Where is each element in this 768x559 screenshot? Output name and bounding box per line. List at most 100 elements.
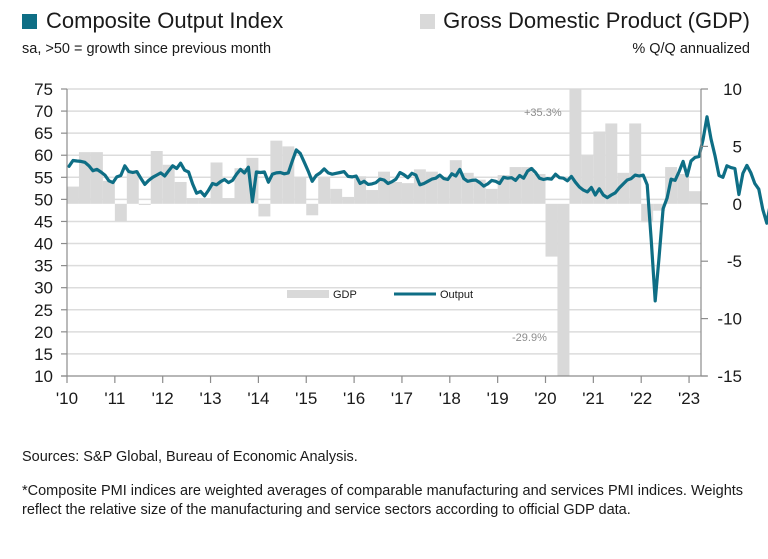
output-line-group bbox=[67, 115, 768, 303]
chart: 75706560555045403530252015101050-5-10-15… bbox=[34, 80, 768, 408]
right-tick-label: 10 bbox=[723, 80, 742, 99]
right-tick-label: -15 bbox=[717, 367, 742, 386]
footnote-text: *Composite PMI indices are weighted aver… bbox=[22, 483, 744, 518]
gdp-bar bbox=[449, 160, 462, 204]
legend-gdp-label: GDP bbox=[333, 289, 357, 301]
gdp-bar bbox=[67, 186, 79, 204]
left-tick-label: 25 bbox=[34, 301, 53, 320]
gdp-bar bbox=[461, 172, 474, 204]
sources-text: Sources: S&P Global, Bureau of Economic … bbox=[22, 449, 358, 465]
gdp-bar bbox=[318, 177, 331, 204]
left-tick-label: 75 bbox=[34, 80, 53, 99]
gdp-bar bbox=[545, 203, 558, 257]
left-tick-label: 55 bbox=[34, 168, 53, 187]
gdp-bar bbox=[581, 155, 594, 204]
gdp-bar bbox=[78, 152, 91, 204]
gdp-bar bbox=[653, 203, 666, 211]
x-tick-label: '11 bbox=[104, 389, 125, 408]
gdp-bar bbox=[306, 203, 319, 216]
gdp-bar bbox=[509, 167, 522, 204]
x-tick-label: '21 bbox=[582, 389, 604, 408]
gdp-bar bbox=[473, 179, 486, 204]
gdp-bar bbox=[485, 188, 498, 204]
left-tick-label: 45 bbox=[34, 212, 53, 231]
x-tick-label: '20 bbox=[534, 389, 556, 408]
left-tick-label: 35 bbox=[34, 257, 53, 276]
x-tick-label: '12 bbox=[152, 389, 174, 408]
gdp-bar bbox=[497, 175, 510, 204]
x-tick-label: '22 bbox=[630, 389, 652, 408]
x-tick-label: '10 bbox=[56, 389, 78, 408]
gdp-bar bbox=[569, 89, 582, 204]
gdp-bar bbox=[605, 123, 618, 204]
gdp-bar bbox=[366, 190, 379, 204]
x-tick-label: '17 bbox=[391, 389, 413, 408]
left-tick-label: 60 bbox=[34, 146, 53, 165]
gdp-bar bbox=[389, 181, 402, 204]
x-tick-label: '18 bbox=[439, 389, 461, 408]
gdp-bar bbox=[342, 196, 355, 204]
legend: GDP Output bbox=[287, 289, 473, 301]
x-tick-label: '13 bbox=[199, 389, 221, 408]
gdp-bar bbox=[533, 173, 546, 204]
gdp-bar bbox=[114, 203, 127, 222]
left-tick-label: 40 bbox=[34, 235, 53, 254]
gdp-bar bbox=[234, 168, 247, 204]
left-tick-label: 30 bbox=[34, 279, 53, 298]
left-tick-label: 20 bbox=[34, 323, 53, 342]
gdp-bar bbox=[294, 177, 307, 204]
gdp-bar bbox=[437, 177, 450, 204]
gdp-bar bbox=[222, 198, 235, 204]
gdp-bar bbox=[378, 171, 390, 204]
right-tick-label: 5 bbox=[733, 137, 742, 156]
gdp-bar bbox=[186, 198, 199, 204]
gdp-bar bbox=[162, 164, 175, 204]
gdp-bar bbox=[413, 169, 426, 204]
annotations: +35.3% -29.9% bbox=[512, 107, 562, 344]
tick-labels: 75706560555045403530252015101050-5-10-15… bbox=[34, 80, 742, 408]
gdp-bar bbox=[198, 198, 211, 204]
left-tick-label: 10 bbox=[34, 367, 53, 386]
x-tick-label: '23 bbox=[678, 389, 700, 408]
left-tick-label: 50 bbox=[34, 190, 53, 209]
gdp-bar bbox=[521, 167, 534, 204]
x-tick-label: '15 bbox=[295, 389, 317, 408]
gdp-bar bbox=[282, 146, 295, 204]
left-title-text: Composite Output Index bbox=[46, 8, 284, 33]
right-tick-label: -5 bbox=[727, 252, 742, 271]
axes bbox=[61, 88, 708, 383]
left-subtitle: sa, >50 = growth since previous month bbox=[22, 41, 272, 57]
left-tick-label: 15 bbox=[34, 345, 53, 364]
gdp-bar bbox=[258, 203, 271, 217]
gdp-bar bbox=[354, 176, 367, 204]
annotation-gdp-high: +35.3% bbox=[524, 107, 562, 119]
output-legend-swatch bbox=[22, 13, 37, 29]
gdp-bar bbox=[557, 203, 570, 376]
legend-gdp-swatch bbox=[287, 290, 329, 298]
right-tick-label: 0 bbox=[733, 195, 742, 214]
gdp-bar bbox=[150, 150, 163, 204]
right-title-text: Gross Domestic Product (GDP) bbox=[443, 8, 750, 33]
gdp-legend-swatch bbox=[420, 13, 436, 29]
gdp-bar bbox=[126, 170, 139, 204]
gdp-bar bbox=[641, 203, 654, 223]
gdp-bar bbox=[617, 172, 630, 204]
gdp-bar bbox=[330, 188, 343, 204]
x-tick-label: '14 bbox=[247, 389, 269, 408]
gdp-bar bbox=[401, 183, 414, 204]
gdp-bar bbox=[677, 173, 690, 204]
x-tick-label: '19 bbox=[487, 389, 509, 408]
gdp-bar bbox=[102, 180, 115, 204]
output-line bbox=[67, 115, 768, 303]
left-title: Composite Output Index bbox=[22, 8, 283, 34]
gdp-bar bbox=[174, 181, 187, 204]
right-subtitle: % Q/Q annualized bbox=[632, 41, 750, 57]
gdp-bar bbox=[246, 157, 259, 204]
left-tick-label: 70 bbox=[34, 102, 53, 121]
gdp-bar bbox=[593, 131, 606, 204]
annotation-gdp-low: -29.9% bbox=[512, 332, 547, 344]
x-tick-label: '16 bbox=[343, 389, 365, 408]
gdp-bar bbox=[90, 152, 103, 204]
gdp-bars bbox=[67, 89, 702, 376]
right-tick-label: -10 bbox=[717, 310, 742, 329]
